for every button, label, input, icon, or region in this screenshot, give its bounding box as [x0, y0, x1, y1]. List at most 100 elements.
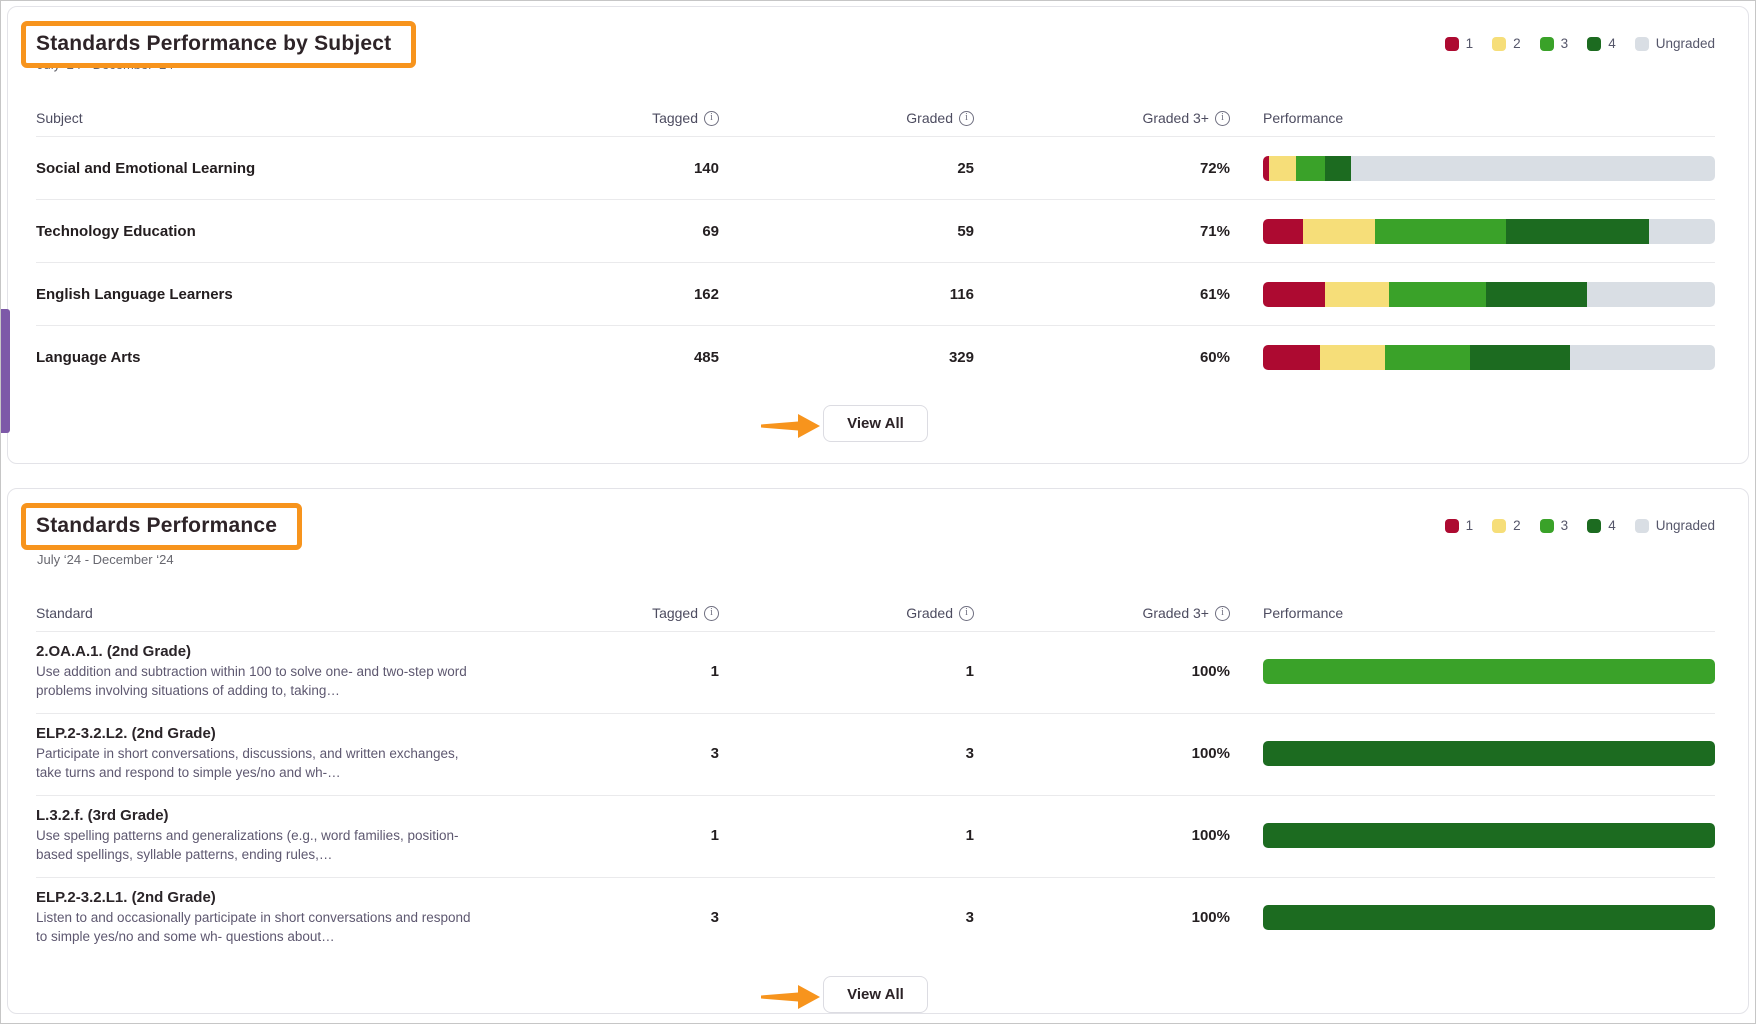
graded3-value: 100% — [1191, 827, 1230, 845]
legend-item-1: 1 — [1444, 36, 1474, 51]
column-header-graded3: Graded 3+ i — [974, 110, 1230, 126]
bar-segment-level4 — [1263, 905, 1715, 931]
panel-title: Standards Performance — [36, 514, 278, 537]
row-name: ELP.2-3.2.L1. (2nd Grade) — [36, 889, 216, 906]
column-header-subject: Subject — [36, 110, 83, 126]
table-header: Subject Tagged i Graded i Graded 3+ i Pe… — [36, 100, 1715, 136]
row-name: Technology Education — [36, 222, 196, 240]
row-name-cell: Language Arts — [36, 349, 559, 366]
legend-swatch-icon — [1539, 518, 1554, 533]
table-row: ELP.2-3.2.L2. (2nd Grade) Participate in … — [36, 713, 1715, 795]
bar-segment-level2 — [1324, 281, 1390, 307]
row-name: L.3.2.f. (3rd Grade) — [36, 807, 169, 824]
bar-segment-ungraded — [1569, 344, 1715, 370]
bar-segment-level3 — [1389, 281, 1487, 307]
graded-value: 3 — [965, 745, 974, 763]
left-edge-purple-strip — [1, 309, 10, 433]
legend-item-ungraded: Ungraded — [1634, 518, 1715, 533]
bar-segment-level4 — [1469, 344, 1570, 370]
info-icon[interactable]: i — [1215, 110, 1230, 126]
tagged-value: 3 — [710, 745, 719, 763]
legend-label: 3 — [1560, 36, 1569, 51]
info-icon[interactable]: i — [1215, 605, 1230, 621]
tagged-value: 140 — [693, 159, 719, 177]
info-icon[interactable]: i — [959, 110, 974, 126]
table-row: ELP.2-3.2.L1. (2nd Grade) Listen to and o… — [36, 877, 1715, 959]
orange-arrow-icon — [760, 985, 820, 1009]
performance-cell — [1230, 344, 1715, 370]
tagged-value: 485 — [693, 348, 719, 366]
graded3-value: 72% — [1199, 159, 1230, 177]
info-icon[interactable]: i — [704, 605, 719, 621]
graded-value: 1 — [965, 827, 974, 845]
bar-segment-level1 — [1263, 155, 1269, 181]
info-icon[interactable]: i — [704, 110, 719, 126]
subject-performance-panel: Standards Performance by Subject July ‘2… — [7, 6, 1749, 464]
legend-label: 4 — [1608, 36, 1616, 51]
bar-segment-level2 — [1319, 344, 1386, 370]
info-icon[interactable]: i — [959, 605, 974, 621]
graded-value: 25 — [957, 159, 974, 177]
legend-label: Ungraded — [1655, 36, 1715, 51]
row-description: Use spelling patterns and generalization… — [36, 828, 459, 862]
column-header-graded3: Graded 3+ i — [974, 605, 1230, 621]
graded-value: 1 — [965, 663, 974, 681]
graded-value: 59 — [957, 222, 974, 240]
legend-label: 1 — [1465, 518, 1474, 533]
row-name: 2.OA.A.1. (2nd Grade) — [36, 643, 192, 660]
table-row: Social and Emotional Learning 140 25 72% — [36, 136, 1715, 199]
bar-segment-level4 — [1486, 281, 1588, 307]
tagged-value: 69 — [702, 222, 719, 240]
row-name-cell: ELP.2-3.2.L1. (2nd Grade) Listen to and o… — [36, 889, 559, 947]
bar-segment-level4 — [1506, 218, 1650, 244]
subject-panel-header: Standards Performance by Subject July ‘2… — [21, 21, 1715, 72]
legend-item-3: 3 — [1539, 36, 1569, 51]
legend-swatch-icon — [1539, 36, 1554, 51]
legend-item-4: 4 — [1587, 36, 1616, 51]
graded-value: 329 — [948, 348, 974, 366]
column-header-performance: Performance — [1263, 110, 1344, 126]
row-name-cell: Social and Emotional Learning — [36, 160, 559, 177]
row-name-cell: 2.OA.A.1. (2nd Grade) Use addition and su… — [36, 643, 559, 701]
tagged-value: 162 — [693, 285, 719, 303]
row-name-cell: Technology Education — [36, 223, 559, 240]
legend-item-4: 4 — [1587, 518, 1616, 533]
legend-label: 4 — [1608, 518, 1616, 533]
row-description: Use addition and subtraction within 100 … — [36, 664, 467, 698]
legend-swatch-icon — [1492, 518, 1507, 533]
table-row: L.3.2.f. (3rd Grade) Use spelling pattern… — [36, 795, 1715, 877]
performance-bar — [1263, 823, 1715, 849]
row-name: Language Arts — [36, 348, 141, 366]
legend-item-2: 2 — [1492, 518, 1521, 533]
annotation-highlight-box: Standards Performance by Subject — [21, 21, 417, 68]
annotation-highlight-box: Standards Performance — [21, 503, 303, 550]
row-description: Listen to and occasionally participate i… — [36, 910, 471, 944]
performance-legend: 1 2 3 4 Ungraded — [1444, 518, 1715, 533]
performance-cell — [1230, 905, 1715, 931]
bar-segment-level4 — [1263, 741, 1715, 767]
performance-legend: 1 2 3 4 Ungraded — [1444, 36, 1715, 51]
legend-swatch-icon — [1587, 518, 1602, 533]
bar-segment-level1 — [1263, 281, 1325, 307]
standards-performance-panel: Standards Performance July ‘24 - Decembe… — [7, 488, 1749, 1014]
legend-swatch-icon — [1587, 36, 1602, 51]
graded-value: 116 — [949, 285, 974, 303]
row-description: Participate in short conversations, disc… — [36, 746, 459, 780]
bar-segment-ungraded — [1649, 218, 1715, 244]
bar-segment-ungraded — [1351, 155, 1715, 181]
orange-arrow-icon — [760, 414, 820, 438]
legend-label: 1 — [1465, 36, 1474, 51]
row-name: ELP.2-3.2.L2. (2nd Grade) — [36, 725, 216, 742]
bar-segment-ungraded — [1587, 281, 1715, 307]
column-header-label: Tagged — [652, 110, 698, 126]
row-name: Social and Emotional Learning — [36, 159, 256, 177]
graded3-value: 71% — [1199, 222, 1230, 240]
table-row: English Language Learners 162 116 61% — [36, 262, 1715, 325]
performance-bar — [1263, 344, 1715, 370]
bar-segment-level4 — [1324, 155, 1352, 181]
graded3-value: 100% — [1191, 663, 1230, 681]
view-all-button[interactable]: View All — [823, 405, 928, 442]
legend-item-2: 2 — [1492, 36, 1521, 51]
view-all-button[interactable]: View All — [823, 976, 928, 1013]
